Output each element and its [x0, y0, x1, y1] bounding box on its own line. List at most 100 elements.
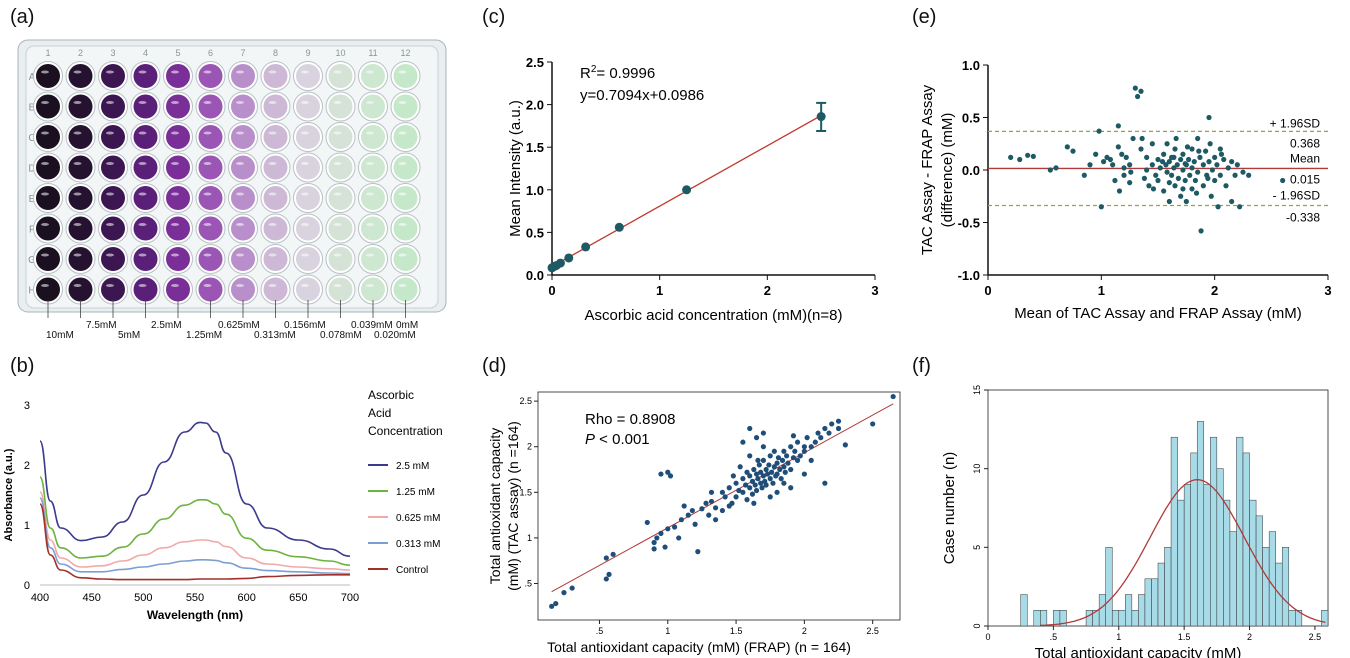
well: [68, 216, 93, 241]
well: [198, 94, 223, 119]
data-point: [682, 185, 692, 195]
well: [36, 186, 60, 210]
histogram-bar: [1105, 547, 1113, 627]
well: [68, 155, 93, 180]
well-highlight: [203, 192, 212, 196]
histogram-bar: [1131, 610, 1139, 627]
well-highlight: [138, 70, 147, 74]
data-point: [774, 489, 780, 495]
panel-label-b: (b): [10, 355, 35, 377]
well-highlight: [73, 284, 82, 287]
x-tick-label: 0: [548, 283, 555, 298]
data-point: [1164, 141, 1170, 147]
panel-label-c: (c): [482, 6, 506, 28]
data-point: [1229, 198, 1235, 205]
well-highlight: [366, 192, 374, 196]
well-highlight: [268, 162, 277, 165]
data-point: [1163, 162, 1169, 168]
histogram-bar: [1295, 610, 1303, 627]
data-point: [553, 600, 559, 607]
y-tick-label: 2: [527, 442, 532, 452]
data-point: [1187, 172, 1193, 178]
well-highlight: [236, 131, 244, 135]
well: [198, 216, 223, 241]
data-point: [719, 507, 726, 514]
well-highlight: [138, 192, 147, 196]
annotation-p: P < 0.001: [585, 431, 650, 448]
data-point: [782, 469, 788, 475]
well: [36, 125, 60, 149]
histogram-bar: [1268, 531, 1276, 627]
well: [101, 186, 125, 210]
label-upper-value: 0.368: [1290, 136, 1320, 150]
well-highlight: [41, 162, 49, 165]
data-point: [1149, 141, 1155, 147]
well: [328, 247, 353, 271]
data-point: [1196, 148, 1202, 154]
data-point: [1207, 141, 1213, 147]
x-tick-label: 3: [871, 283, 878, 298]
well-highlight: [333, 223, 342, 226]
data-point: [749, 478, 756, 484]
x-tick-label: 450: [82, 592, 100, 604]
x-tick-label: 700: [341, 592, 359, 604]
well: [296, 125, 320, 149]
data-point: [1189, 186, 1195, 192]
data-point: [768, 469, 775, 475]
well-highlight: [398, 70, 407, 74]
data-point: [870, 421, 876, 427]
data-point: [1229, 159, 1235, 165]
plate-row-letter: F: [29, 225, 35, 236]
data-point: [1171, 165, 1177, 171]
data-point: [1212, 154, 1218, 160]
data-point: [1180, 186, 1186, 192]
well-highlight: [301, 223, 309, 226]
legend-entry: 0.313 mM: [396, 539, 440, 550]
well-highlight: [138, 101, 147, 104]
conc-label-top: 0mM: [396, 320, 418, 331]
well: [393, 64, 418, 88]
series-line: [39, 476, 351, 566]
y-tick-label: 0.0: [526, 268, 544, 283]
well: [296, 186, 320, 210]
well-highlight: [398, 101, 407, 104]
histogram-bar: [1085, 610, 1093, 627]
data-point: [564, 253, 574, 263]
data-point: [1182, 161, 1188, 167]
histogram-bar: [1157, 562, 1165, 627]
well-highlight: [366, 223, 374, 226]
data-point: [801, 471, 807, 477]
data-point: [1193, 190, 1200, 196]
well-highlight: [73, 131, 82, 135]
x-tick-label: 1.5: [730, 626, 743, 636]
plate-row-letter: C: [28, 133, 35, 144]
conc-label-bottom: 1.25mM: [186, 330, 222, 338]
chart-absorbance-spectra: 400 450 500 550 600 650 700 0 1 2 3 Wavelength (nm)…: [3, 388, 443, 622]
x-tick-label: 1: [656, 283, 663, 298]
data-point: [785, 460, 791, 466]
data-point: [733, 480, 739, 486]
data-point: [722, 494, 728, 500]
data-point: [1146, 183, 1152, 189]
data-point: [658, 530, 664, 536]
well-highlight: [301, 131, 309, 135]
well: [263, 247, 288, 271]
data-point: [662, 544, 668, 550]
data-point: [1166, 198, 1172, 205]
series-line: [39, 497, 351, 575]
data-point: [730, 473, 736, 479]
well: [361, 277, 385, 302]
data-point: [1178, 193, 1184, 199]
plate-column-number: 9: [305, 48, 310, 58]
histogram-bar: [1190, 452, 1198, 627]
data-point: [1155, 177, 1161, 184]
well-highlight: [73, 101, 82, 104]
data-point: [778, 476, 784, 482]
data-point: [781, 464, 787, 470]
data-point: [771, 464, 777, 470]
data-point: [1116, 188, 1123, 194]
well-highlight: [73, 253, 82, 257]
well: [166, 125, 190, 149]
y-axis-label-line2: (mM) (TAC assay) (n =164): [505, 421, 521, 591]
plate-column-number: 2: [78, 48, 83, 58]
